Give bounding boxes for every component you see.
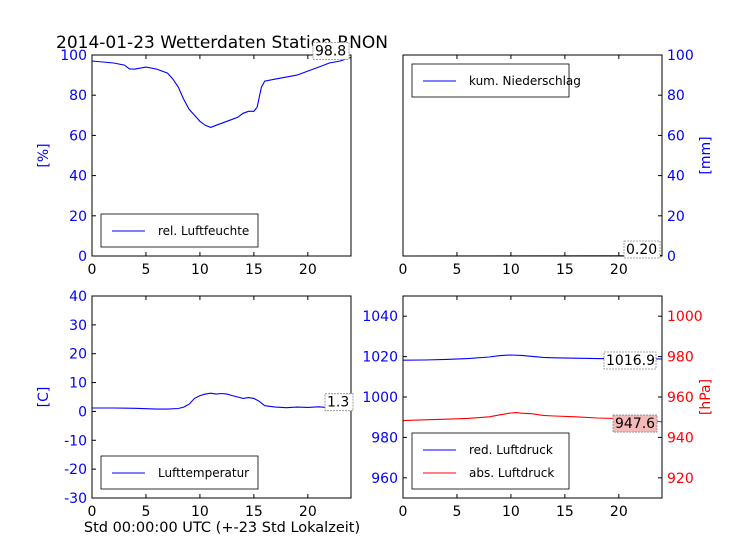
y-axis-label: [hPa] [698,379,714,415]
y-tick-label: 20 [69,347,87,363]
y-tick-label: 80 [667,88,685,104]
x-tick-label: 0 [88,262,97,278]
y-tick-label: 10 [69,376,87,392]
current-value-label: 98.8 [315,43,346,59]
current-value-box [623,240,661,259]
x-axis-label: Std 00:00:00 UTC (+-23 Std Lokalzeit) [84,520,360,536]
y-axis-label: [%] [36,143,52,167]
y-tick-label: 980 [667,350,694,366]
legend-label: red. Luftdruck [469,443,553,457]
legend: red. Luftdruck abs. Luftdruck [411,432,570,490]
pressure-panel: 0 5 10 15 20 960 980 1000 1020 1040 920 940 960 980 10… [362,295,714,520]
legend: kum. Niederschlag [411,63,581,98]
y-tick-label: 60 [667,128,685,144]
y-tick-label: 1040 [362,309,398,325]
x-tick-label: 20 [610,262,628,278]
x-tick-label: 10 [502,262,520,278]
y-tick-label: 20 [69,209,87,225]
precipitation-panel: 0 5 10 15 20 0 20 40 60 80 100 [mm] kum. Niederschla… [399,48,714,278]
series-line [402,412,663,423]
y-tick-label: -20 [64,462,87,478]
x-tick-label: 5 [141,504,150,520]
humidity-panel: 0 5 10 15 20 0 20 40 60 80 100 [%] rel. Luftfeuchte 9… [36,42,352,278]
legend-label: Lufttemperatur [158,466,249,480]
y-tick-label: 0 [667,249,676,265]
series-line [92,392,352,410]
y-tick-label: 980 [371,430,398,446]
y-tick-label: 20 [667,209,685,225]
y-tick-label: 0 [78,249,87,265]
y-tick-label: 100 [667,48,694,64]
y-tick-label: 40 [69,289,87,305]
y-axis-label: [mm] [698,136,714,174]
x-tick-label: 0 [399,262,408,278]
current-value-box [603,351,657,370]
y-tick-label: 960 [667,390,694,406]
series-line [91,56,352,128]
x-tick-label: 5 [452,262,461,278]
y-tick-label: 0 [78,404,87,420]
current-value-label: 947.6 [615,416,655,432]
y-axis-label: [C] [36,387,52,408]
y-tick-label: 1020 [362,350,398,366]
x-tick-label: 15 [245,504,263,520]
current-value-label: 1.3 [327,395,349,411]
y-tick-label: 1000 [362,390,398,406]
x-tick-label: 20 [299,504,317,520]
y-tick-label: 1000 [667,309,703,325]
legend-box [411,432,570,490]
x-tick-label: 10 [502,504,520,520]
legend-label: abs. Luftdruck [469,466,554,480]
current-value-box [312,42,350,60]
legend: rel. Luftfeuchte [100,213,259,248]
y-tick-label: 30 [69,318,87,334]
x-tick-label: 20 [299,262,317,278]
y-tick-label: -10 [64,433,87,449]
current-value-box [324,393,354,412]
y-tick-label: 920 [667,471,694,487]
y-tick-label: 40 [667,169,685,185]
plot-frame [402,54,663,257]
x-tick-label: 0 [399,504,408,520]
y-tick-label: -30 [64,491,87,507]
x-tick-label: 5 [141,262,150,278]
x-tick-label: 20 [610,504,628,520]
x-tick-label: 15 [556,262,574,278]
y-tick-label: 40 [69,169,87,185]
plot-frame [91,54,352,257]
current-value-box [612,414,658,433]
legend-label: kum. Niederschlag [469,74,581,88]
y-tick-label: 100 [60,48,87,64]
x-tick-label: 10 [191,262,209,278]
y-tick-label: 60 [69,128,87,144]
x-tick-label: 10 [191,504,209,520]
x-tick-label: 0 [88,504,97,520]
current-value-label: 1016.9 [606,353,655,369]
x-tick-label: 15 [245,262,263,278]
legend: Lufttemperatur [100,455,259,490]
x-tick-label: 5 [452,504,461,520]
y-tick-label: 80 [69,88,87,104]
y-tick-label: 940 [667,430,694,446]
figure-title: 2014-01-23 Wetterdaten Station RNON [56,33,388,53]
x-tick-label: 15 [556,504,574,520]
y-tick-label: 960 [371,471,398,487]
temperature-panel: 0 5 10 15 20 -30 -20 -10 0 10 20 30 40 [C] Lufttempera… [36,289,354,520]
current-value-label: 0.20 [626,242,657,258]
legend-label: rel. Luftfeuchte [158,224,249,238]
